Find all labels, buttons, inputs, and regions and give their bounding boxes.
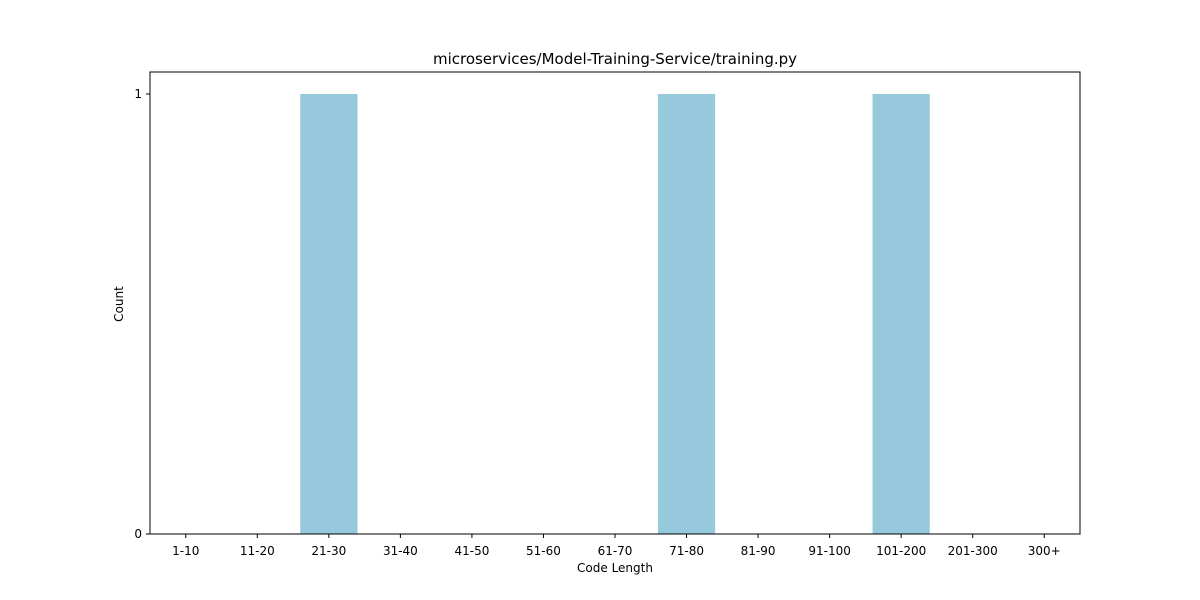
bar-21-30 <box>300 94 358 534</box>
y-tick-label: 1 <box>134 87 142 101</box>
plot-area: 1-10 11-20 21-30 31-40 41-50 51-60 61-70 71-80 8… <box>134 71 1081 558</box>
x-tick-label: 201-300 <box>948 544 998 558</box>
x-tick-label: 11-20 <box>240 544 275 558</box>
x-tick-label: 81-90 <box>741 544 776 558</box>
x-tick-label: 51-60 <box>526 544 561 558</box>
plot-frame <box>149 71 1081 535</box>
y-axis-label: Count <box>112 286 126 322</box>
chart-title: microservices/Model-Training-Service/tra… <box>433 50 797 68</box>
x-tick-label: 21-30 <box>311 544 346 558</box>
x-tick-label: 91-100 <box>808 544 851 558</box>
x-tick-label: 41-50 <box>454 544 489 558</box>
x-tick-label: 1-10 <box>172 544 199 558</box>
x-tick-label: 71-80 <box>669 544 704 558</box>
x-axis-label: Code Length <box>577 561 653 575</box>
x-tick-label: 101-200 <box>876 544 926 558</box>
x-tick-label: 300+ <box>1028 544 1061 558</box>
x-tick-label: 31-40 <box>383 544 418 558</box>
bar-101-200 <box>872 94 930 534</box>
x-tick-label: 61-70 <box>598 544 633 558</box>
y-tick-label: 0 <box>134 527 142 541</box>
bar-71-80 <box>657 94 716 534</box>
